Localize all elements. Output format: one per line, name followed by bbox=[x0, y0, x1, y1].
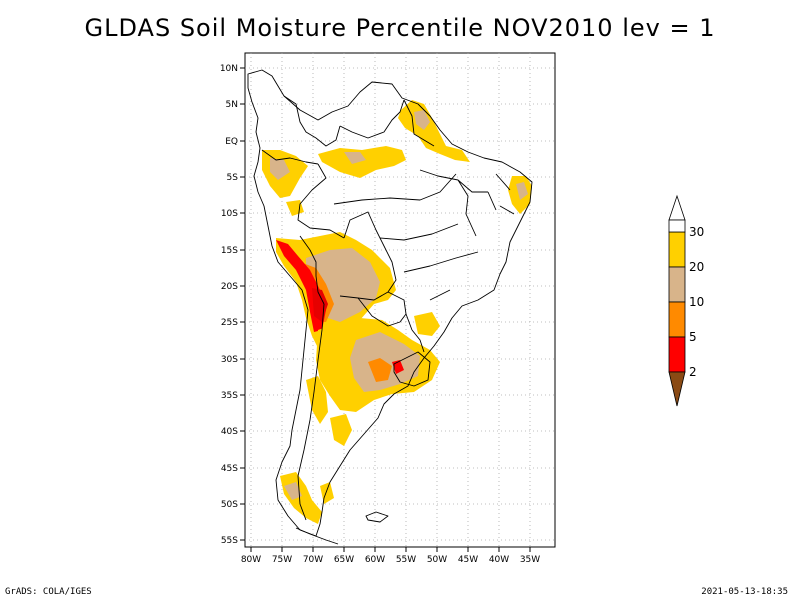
legend-10-20 bbox=[668, 266, 686, 303]
tierra-del-fuego bbox=[295, 527, 339, 545]
shade-ne-brazil-tan bbox=[516, 182, 528, 200]
shade-guianas-tan bbox=[414, 110, 430, 130]
lat-label: 35S bbox=[221, 391, 238, 401]
shade-chile-central bbox=[306, 376, 328, 424]
lat-label: 55S bbox=[221, 536, 238, 546]
shade-peru-spot bbox=[286, 200, 304, 216]
border-chile-argentina bbox=[297, 303, 325, 521]
lat-label: 5N bbox=[226, 100, 238, 110]
coastline bbox=[247, 69, 533, 537]
shade-argentina-orange bbox=[368, 358, 392, 382]
border-bolivia-chile bbox=[315, 275, 325, 305]
shade-amazon-north-tan bbox=[344, 152, 366, 164]
lat-label: 10S bbox=[221, 209, 238, 219]
legend-2-5 bbox=[668, 336, 686, 373]
shade-patagonia-tan bbox=[284, 482, 302, 500]
border-paraguay-brazil bbox=[387, 291, 413, 331]
shade-amazon-north bbox=[318, 146, 406, 178]
border-bolivia-paraguay bbox=[339, 291, 389, 301]
lat-label: 30S bbox=[221, 355, 238, 365]
lat-label: 10N bbox=[220, 64, 238, 74]
map-title: GLDAS Soil Moisture Percentile NOV2010 l… bbox=[84, 14, 716, 42]
border-guianas bbox=[403, 99, 435, 147]
shaded-areas bbox=[262, 100, 532, 524]
grid-lines bbox=[245, 53, 555, 547]
border-uruguay bbox=[393, 351, 431, 387]
footer-timestamp: 2021-05-13-18:35 bbox=[701, 587, 788, 597]
legend-5-10 bbox=[668, 301, 686, 338]
border-brazil-peru bbox=[297, 163, 345, 239]
border-colombia-venezuela bbox=[283, 95, 341, 147]
footer-credit: GrADS: COLA/IGES bbox=[5, 587, 92, 597]
lon-label: 65W bbox=[334, 555, 354, 565]
border-paraguay-argentina bbox=[357, 297, 407, 327]
lat-label: 5S bbox=[227, 173, 239, 183]
lat-label: 45S bbox=[221, 464, 238, 474]
color-legend bbox=[668, 194, 686, 407]
lat-label: EQ bbox=[225, 137, 238, 147]
lon-label: 50W bbox=[427, 555, 447, 565]
border-argentina-brazil bbox=[411, 329, 425, 353]
shade-brazil-south bbox=[414, 312, 440, 336]
legend-above-30 bbox=[668, 194, 686, 221]
border-colombia-peru bbox=[261, 149, 319, 165]
legend-labels: 30 20 10 5 2 bbox=[689, 225, 704, 379]
lon-label: 55W bbox=[396, 555, 416, 565]
border-bolivia-peru bbox=[299, 235, 317, 276]
legend-label: 2 bbox=[689, 365, 697, 379]
lon-label: 70W bbox=[303, 555, 323, 565]
lat-label: 20S bbox=[221, 282, 238, 292]
axis-ticks bbox=[240, 67, 531, 552]
shade-colombia-tan bbox=[270, 158, 290, 180]
lat-label: 50S bbox=[221, 500, 238, 510]
legend-label: 20 bbox=[689, 260, 704, 274]
lon-label: 80W bbox=[241, 555, 261, 565]
shade-red-strip bbox=[312, 288, 328, 322]
lat-label: 15S bbox=[221, 246, 238, 256]
lon-label: 45W bbox=[458, 555, 478, 565]
lon-label: 60W bbox=[365, 555, 385, 565]
shade-patagonia-north bbox=[330, 414, 352, 446]
lat-label: 40S bbox=[221, 427, 238, 437]
country-borders bbox=[247, 69, 533, 545]
lon-labels: 80W 75W 70W 65W 60W 55W 50W 45W 40W 35W bbox=[241, 555, 540, 565]
legend-20-30 bbox=[668, 231, 686, 268]
shade-patagonia bbox=[280, 472, 322, 524]
plot-frame bbox=[244, 52, 556, 548]
lat-label: 25S bbox=[221, 318, 238, 328]
legend-label: 10 bbox=[689, 295, 704, 309]
legend-below-2 bbox=[668, 371, 686, 407]
lon-label: 40W bbox=[489, 555, 509, 565]
lat-labels: 10N 5N EQ 5S 10S 15S 20S 25S 30S 35S 40S… bbox=[220, 64, 238, 546]
legend-above-30-body bbox=[668, 219, 686, 233]
lon-label: 75W bbox=[272, 555, 292, 565]
falkland-islands bbox=[365, 511, 389, 523]
border-brazil-states bbox=[333, 169, 515, 301]
legend-label: 30 bbox=[689, 225, 704, 239]
legend-label: 5 bbox=[689, 330, 697, 344]
shade-patagonia-east bbox=[320, 482, 334, 504]
border-venezuela-brazil bbox=[339, 99, 405, 139]
lon-label: 35W bbox=[520, 555, 540, 565]
